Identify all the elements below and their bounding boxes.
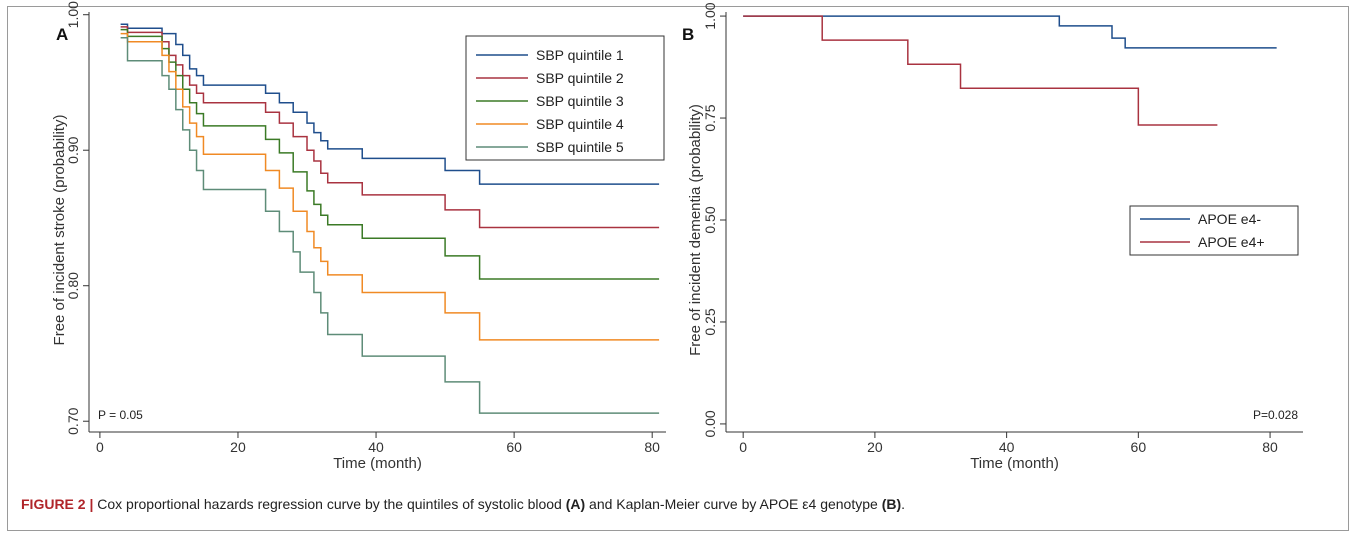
x-tick-label: 60	[1131, 439, 1147, 455]
caption-ref-b: (B)	[881, 496, 902, 512]
y-axis-title: Free of incident stroke (probability)	[51, 115, 68, 346]
x-tick-label: 40	[368, 439, 384, 455]
legend-label-3: SBP quintile 3	[536, 93, 624, 109]
x-tick-label: 0	[739, 439, 747, 455]
x-tick-label: 0	[96, 439, 104, 455]
caption-text-3: .	[901, 496, 906, 512]
legend-box	[465, 35, 665, 161]
y-tick-label: 0.80	[65, 272, 81, 299]
caption-text-2: and Kaplan-Meier curve by APOE ε4 genoty…	[585, 496, 882, 512]
y-tick-label: 1.00	[702, 2, 718, 29]
series-line-2	[743, 15, 1218, 126]
x-tick-label: 40	[999, 439, 1015, 455]
caption-text-1: Cox proportional hazards regression curv…	[93, 496, 566, 512]
legend-label-4: SBP quintile 4	[536, 116, 624, 132]
series-line-1	[120, 23, 660, 185]
y-tick-label: 0.75	[702, 104, 718, 131]
x-axis-title: Time (month)	[970, 455, 1059, 472]
figure-charts: A 0 20 40 60 80 0.70 0.80 0.90 1.00 Time (month) Fr…	[51, 1, 1303, 472]
series-line-5	[120, 36, 660, 414]
legend-label-2: APOE e4+	[1198, 234, 1265, 250]
p-value-annotation: P=0.028	[1253, 408, 1298, 422]
series-line-4	[120, 32, 660, 341]
panel-label-A: A	[56, 25, 68, 44]
x-tick-label: 20	[230, 439, 246, 455]
legend-label-5: SBP quintile 5	[536, 139, 624, 155]
figure-caption: FIGURE 2 | Cox proportional hazards regr…	[21, 496, 1341, 512]
y-tick-label: 0.50	[702, 206, 718, 233]
y-axis-title: Free of incident dementia (probability)	[687, 104, 704, 356]
p-value-annotation: P = 0.05	[98, 408, 143, 422]
legend-label-2: SBP quintile 2	[536, 70, 624, 86]
caption-ref-a: (A)	[565, 496, 586, 512]
legend-box	[1129, 205, 1299, 256]
x-tick-label: 60	[506, 439, 522, 455]
x-tick-label: 20	[867, 439, 883, 455]
caption-label: FIGURE 2 |	[21, 496, 94, 512]
y-tick-label: 0.25	[702, 308, 718, 335]
legend-label-1: SBP quintile 1	[536, 47, 624, 63]
x-tick-label: 80	[1262, 439, 1278, 455]
y-tick-label: 1.00	[65, 1, 81, 28]
y-tick-label: 0.90	[65, 136, 81, 163]
y-tick-label: 0.00	[702, 410, 718, 437]
x-tick-label: 80	[644, 439, 660, 455]
figure-frame	[7, 6, 1349, 531]
series-line-2	[120, 26, 660, 229]
series-line-3	[120, 28, 660, 280]
series-line-1	[743, 15, 1277, 49]
panel-label-B: B	[682, 25, 694, 44]
y-tick-label: 0.70	[65, 407, 81, 434]
legend-label-1: APOE e4-	[1198, 211, 1261, 227]
x-axis-title: Time (month)	[333, 455, 422, 472]
